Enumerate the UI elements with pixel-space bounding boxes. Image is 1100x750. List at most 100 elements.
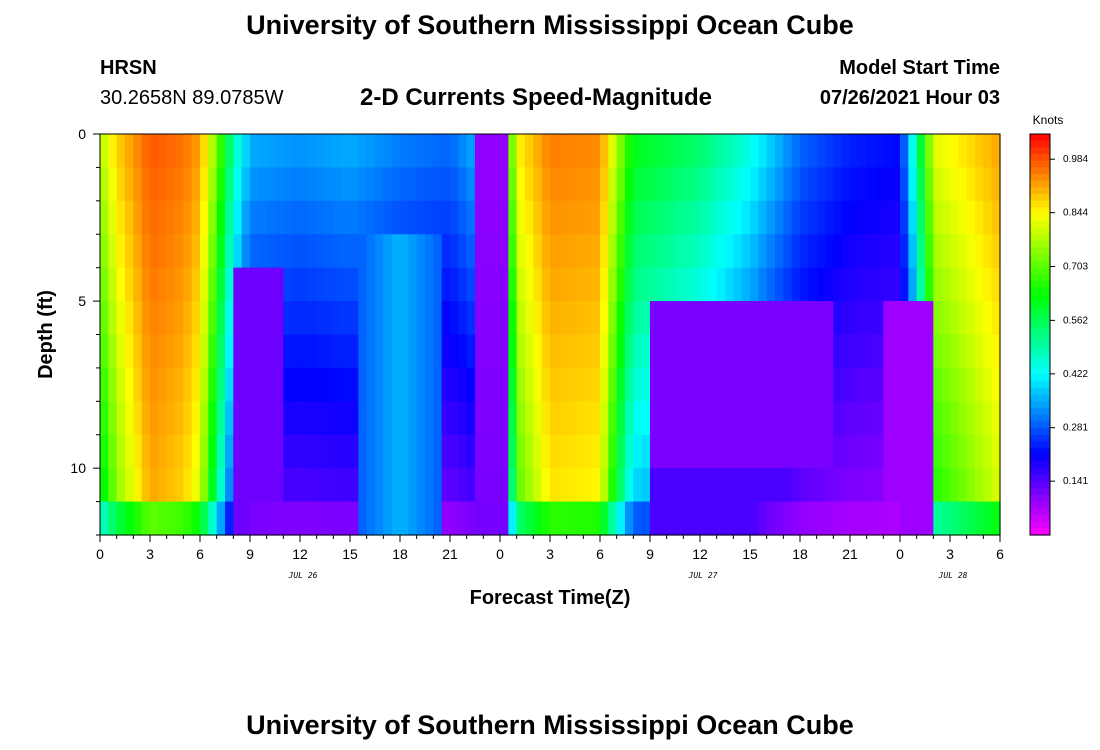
heatmap-cell [216, 267, 226, 302]
heatmap-cell [541, 434, 551, 469]
heatmap-cell [791, 501, 801, 536]
heatmap-cell [191, 434, 201, 469]
heatmap-cell [733, 134, 743, 169]
heatmap-cell [525, 367, 534, 402]
heatmap-cell [658, 167, 668, 202]
heatmap-cell [700, 401, 709, 436]
heatmap-cell [450, 267, 459, 302]
heatmap-cell [541, 301, 551, 336]
heatmap-cell [391, 301, 401, 336]
heatmap-cell [941, 334, 951, 369]
heatmap-cell [191, 501, 201, 536]
heatmap-cell [566, 267, 576, 302]
heatmap-cell [666, 200, 676, 235]
heatmap-cell [958, 334, 968, 369]
heatmap-cell [358, 167, 368, 202]
colorbar-segment [1030, 488, 1050, 496]
heatmap-cell [308, 234, 318, 269]
heatmap-cell [391, 167, 401, 202]
heatmap-cell [883, 367, 893, 402]
heatmap-cell [650, 200, 659, 235]
heatmap-cell [825, 367, 834, 402]
heatmap-cell [808, 401, 818, 436]
heatmap-cell [575, 434, 584, 469]
heatmap-cell [433, 234, 443, 269]
heatmap-cell [708, 301, 718, 336]
heatmap-cell [283, 134, 293, 169]
heatmap-cell [833, 200, 843, 235]
heatmap-cell [816, 234, 826, 269]
heatmap-cell [175, 200, 184, 235]
heatmap-cell [916, 200, 926, 235]
heatmap-cell [941, 468, 951, 503]
heatmap-cell [566, 134, 576, 169]
heatmap-cell [750, 167, 759, 202]
heatmap-cell [458, 200, 468, 235]
heatmap-cell [666, 334, 676, 369]
heatmap-cell [691, 200, 701, 235]
heatmap-cell [175, 367, 184, 402]
heatmap-cell [350, 167, 359, 202]
heatmap-cell [716, 468, 726, 503]
heatmap-cell [341, 434, 351, 469]
heatmap-cell [350, 200, 359, 235]
heatmap-cell [875, 434, 884, 469]
heatmap-cell [941, 200, 951, 235]
y-axis: 0 5 10 [70, 126, 100, 536]
heatmap-cell [950, 267, 959, 302]
colorbar-segment [1030, 454, 1050, 463]
heatmap-cell [658, 367, 668, 402]
heatmap-cell [200, 234, 209, 269]
x-tick-label: 3 [946, 546, 954, 562]
heatmap-cell [550, 501, 559, 536]
heatmap-cell [558, 134, 568, 169]
heatmap-cell [216, 434, 226, 469]
heatmap-cell [158, 267, 168, 302]
heatmap-cell [133, 134, 143, 169]
heatmap-cell [391, 401, 401, 436]
heatmap-cell [633, 468, 643, 503]
heatmap-cell [733, 200, 743, 235]
heatmap-cell [616, 200, 626, 235]
heatmap-cell [683, 334, 693, 369]
heatmap-cell [225, 367, 234, 402]
heatmap-cell [658, 134, 668, 169]
heatmap-cell [866, 134, 876, 169]
heatmap-cell [733, 434, 743, 469]
heatmap-cell [625, 267, 634, 302]
heatmap-cell [350, 434, 359, 469]
colorbar-unit-label: Knots [1033, 113, 1064, 127]
heatmap-cell [266, 434, 276, 469]
heatmap-cell [825, 167, 834, 202]
heatmap-cell [250, 200, 259, 235]
heatmap-cell [358, 468, 368, 503]
heatmap-cell [925, 200, 934, 235]
colorbar-segment [1030, 354, 1050, 362]
heatmap-cell [383, 434, 393, 469]
heatmap-cell [233, 334, 243, 369]
heatmap-cell [841, 401, 851, 436]
heatmap-cell [625, 167, 634, 202]
heatmap-cell [450, 334, 459, 369]
heatmap-cell [650, 434, 659, 469]
heatmap-cell [308, 367, 318, 402]
heatmap-cell [425, 434, 434, 469]
colorbar-segment [1030, 481, 1050, 489]
heatmap-cell [700, 468, 709, 503]
heatmap-cell [275, 234, 284, 269]
heatmap-cell [558, 334, 568, 369]
heatmap-cell [300, 401, 309, 436]
heatmap-cell [416, 434, 426, 469]
heatmap-cell [916, 267, 926, 302]
heatmap-cell [500, 267, 509, 302]
heatmap-cell [900, 468, 909, 503]
colorbar-tick-label: 0.281 [1063, 423, 1088, 434]
footer-title: University of Southern Mississippi Ocean… [246, 710, 854, 740]
heatmap-cell [433, 334, 443, 369]
heatmap-cell [166, 367, 176, 402]
heatmap-cell [183, 234, 193, 269]
heatmap-cell [516, 134, 526, 169]
heatmap-cell [183, 134, 193, 169]
heatmap-cell [383, 134, 393, 169]
heatmap-cell [250, 434, 259, 469]
